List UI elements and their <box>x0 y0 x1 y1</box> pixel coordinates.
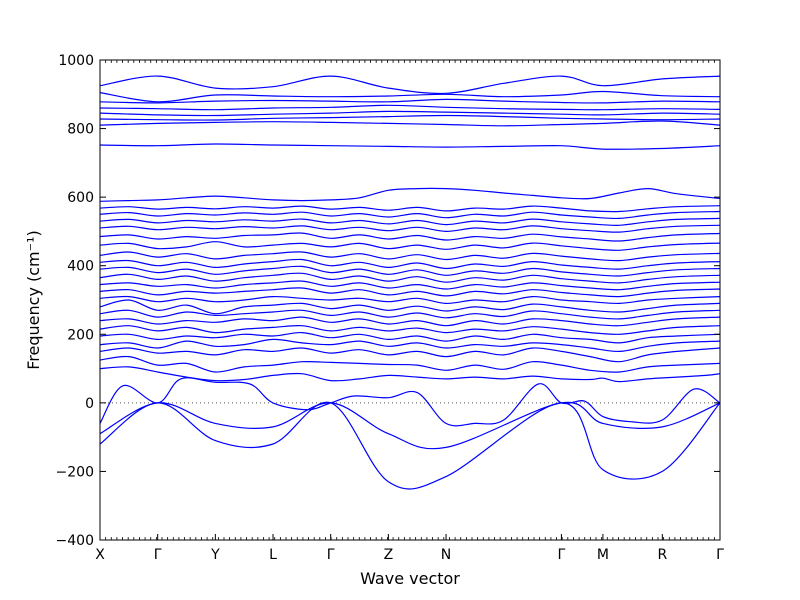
phonon-band-5 <box>99 355 721 373</box>
phonon-band-8 <box>99 331 721 344</box>
y-tick-label: 0 <box>85 396 94 412</box>
phonon-band-3 <box>99 377 721 427</box>
phonon-band-24 <box>99 210 721 220</box>
x-tick-label: N <box>441 547 451 563</box>
x-tick-label: Γ <box>716 547 724 563</box>
phonon-band-18 <box>99 258 721 270</box>
tick-layer: −400 −200 0 200 400 600 800 1000 X Γ Y L Γ Z N Γ M R Γ <box>56 53 725 563</box>
series-layer <box>99 75 721 490</box>
phonon-band-32 <box>99 98 721 104</box>
y-tick-label: −200 <box>56 464 94 480</box>
phonon-band-2 <box>99 401 721 450</box>
phonon-band-21 <box>99 232 721 242</box>
x-tick-label: L <box>269 547 277 563</box>
x-tick-label: Y <box>210 547 220 563</box>
phonon-band-29 <box>99 114 721 121</box>
phonon-band-17 <box>99 265 721 277</box>
x-tick-label: X <box>95 547 105 563</box>
y-tick-label: 1000 <box>58 53 94 69</box>
phonon-band-14 <box>99 287 721 298</box>
phonon-band-11 <box>99 309 721 320</box>
x-tick-label: Z <box>384 547 394 563</box>
phonon-band-20 <box>99 241 721 251</box>
phonon-band-13 <box>99 295 721 305</box>
y-tick-label: 800 <box>67 122 94 138</box>
y-tick-label: 200 <box>67 327 94 343</box>
x-tick-label: Γ <box>327 547 335 563</box>
plot-frame <box>99 59 721 541</box>
y-axis-title: Frequency (cm⁻¹) <box>24 230 43 369</box>
x-axis-title: Wave vector <box>360 569 460 588</box>
phonon-band-33 <box>99 90 721 103</box>
phonon-band-12 <box>99 299 721 315</box>
phonon-band-27 <box>99 143 721 150</box>
y-tick-label: 600 <box>67 190 94 206</box>
phonon-band-10 <box>99 316 721 327</box>
x-tick-label: M <box>597 547 609 563</box>
x-tick-label: Γ <box>557 547 565 563</box>
phonon-band-31 <box>99 104 721 111</box>
phonon-band-34 <box>99 75 721 95</box>
phonon-band-23 <box>99 217 721 226</box>
y-tick-label: 400 <box>67 259 94 275</box>
phonon-band-9 <box>99 324 721 335</box>
phonon-band-22 <box>99 224 721 233</box>
phonon-band-7 <box>99 338 721 353</box>
x-tick-label: R <box>657 547 667 563</box>
phonon-band-25 <box>99 205 721 213</box>
phonon-band-6 <box>99 347 721 363</box>
phonon-band-19 <box>99 251 721 262</box>
phonon-band-30 <box>99 110 721 117</box>
phonon-band-1 <box>99 401 721 490</box>
phonon-band-26 <box>99 187 721 202</box>
phonon-band-4 <box>99 366 721 383</box>
phonon-band-16 <box>99 272 721 284</box>
phonon-band-28 <box>99 120 721 127</box>
y-tick-label: −400 <box>56 533 94 549</box>
phonon-band-15 <box>99 280 721 291</box>
x-tick-label: Γ <box>154 547 162 563</box>
